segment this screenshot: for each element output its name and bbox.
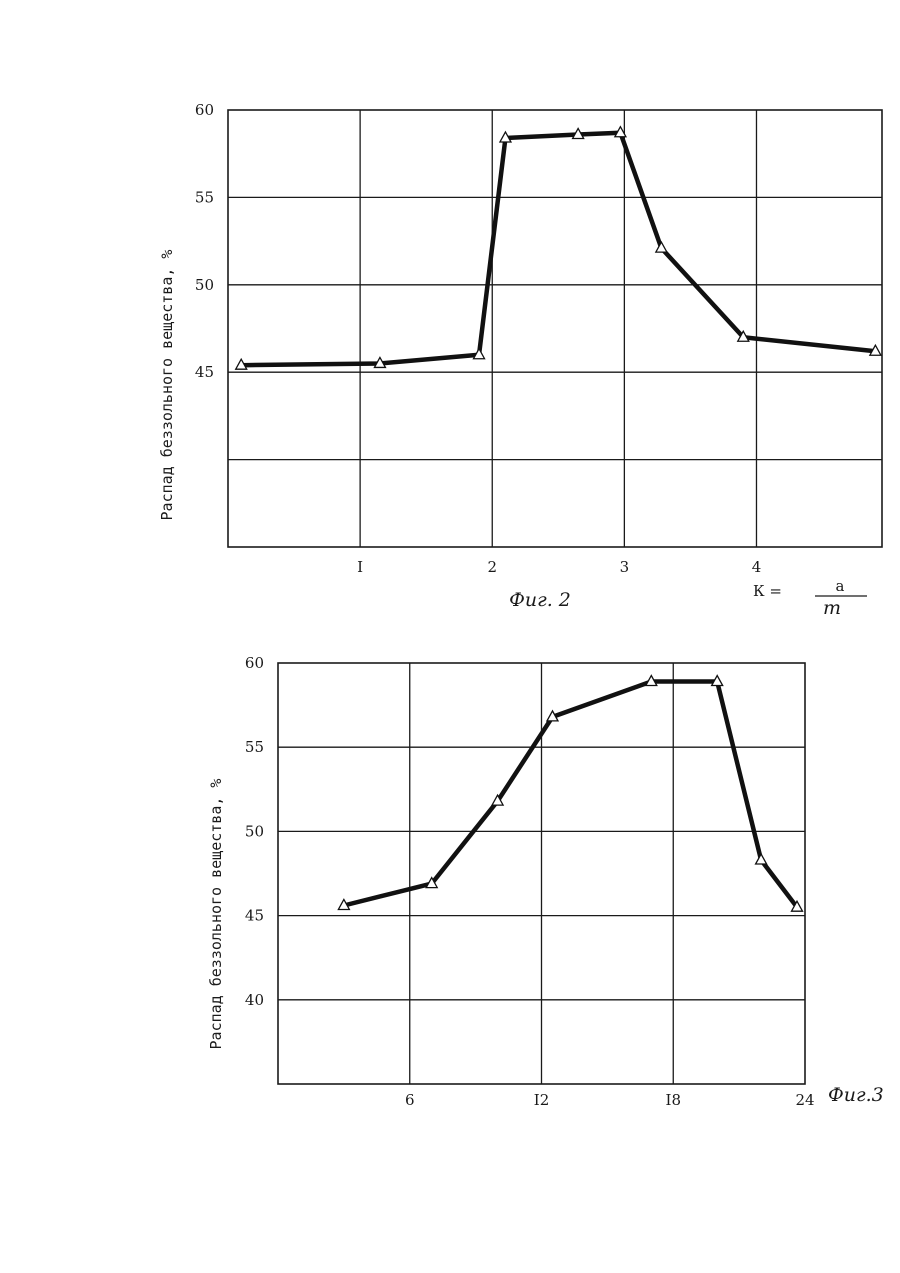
chart-2-x-tick-label: 6 (405, 1091, 415, 1109)
chart-2-y-tick-label: 50 (245, 822, 264, 840)
chart-1-y-tick-label: 60 (195, 101, 214, 119)
chart-1-x-tick-label: 2 (487, 558, 497, 576)
chart-1-plot-frame (228, 110, 882, 547)
chart-2-x-tick-label: I8 (666, 1091, 681, 1109)
chart-2-y-tick-label: 60 (245, 654, 264, 672)
chart-1-x-tick-label: I (357, 558, 363, 576)
chart-2-y-tick-label: 55 (245, 738, 264, 756)
chart-fig-2: Распад беззольного вещества, % К = a m Ф… (158, 101, 882, 619)
chart-2-x-tick-label: 24 (795, 1091, 814, 1109)
chart-2-y-tick-label: 40 (245, 991, 264, 1009)
chart-1-y-tick-label: 45 (195, 363, 214, 381)
chart-2-series-line (344, 682, 797, 908)
chart-1-y-tick-label: 50 (195, 276, 214, 294)
chart-2-y-axis-label: Распад беззольного вещества, % (207, 779, 225, 1050)
chart-1-x-axis-label-numerator: a (836, 577, 845, 595)
chart-1-caption: Фиг. 2 (509, 589, 571, 611)
chart-1-x-axis-label-prefix: К = (753, 582, 782, 600)
chart-1-y-axis-label: Распад беззольного вещества, % (158, 250, 176, 521)
chart-2-x-tick-label: I2 (534, 1091, 549, 1109)
chart-1-x-tick-label: 3 (620, 558, 630, 576)
chart-fig-3: Распад беззольного вещества, % Фиг.3 60 5… (207, 654, 884, 1109)
chart-2-caption: Фиг.3 (828, 1084, 884, 1106)
chart-1-x-axis-label-denominator: m (823, 597, 841, 619)
chart-1-y-tick-label: 55 (195, 188, 214, 206)
chart-2-y-tick-label: 45 (245, 907, 264, 925)
chart-1-x-tick-label: 4 (752, 558, 762, 576)
chart-2-data-point (756, 854, 767, 864)
chart-1-series-line (241, 133, 875, 365)
